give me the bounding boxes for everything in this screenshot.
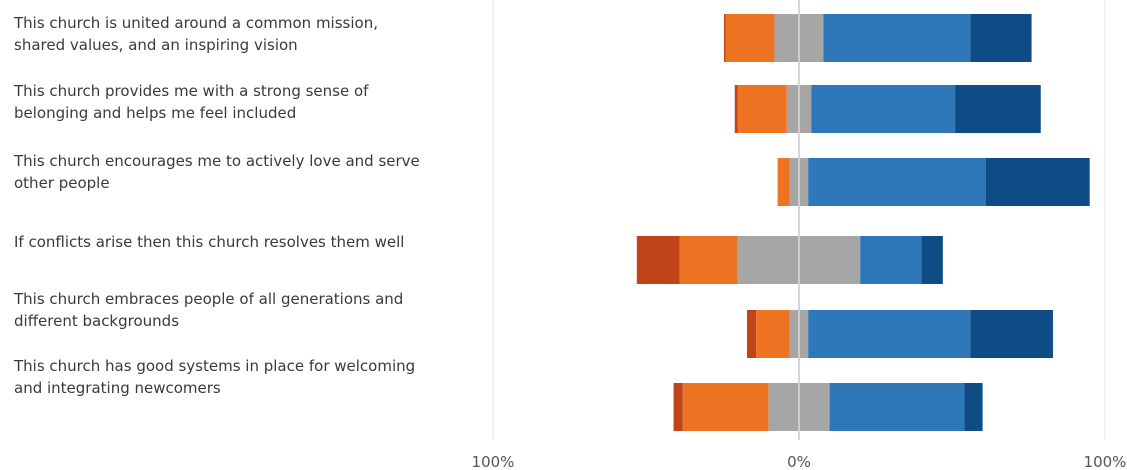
- bar-segment: [679, 236, 738, 284]
- bar-segment: [811, 85, 956, 133]
- bar-segment: [768, 383, 799, 431]
- bar-segment: [964, 383, 983, 431]
- category-label: This church embraces people of all gener…: [14, 290, 404, 330]
- bar-segment: [725, 14, 775, 62]
- bar-segment: [673, 383, 683, 431]
- bar-segment: [746, 310, 757, 358]
- category-label: If conflicts arise then this church reso…: [14, 233, 405, 251]
- bar-segment: [789, 310, 799, 358]
- x-tick-label: 100%: [472, 453, 515, 470]
- bar-segment: [808, 158, 986, 206]
- bar-segment: [789, 158, 799, 206]
- bar-segment: [774, 14, 799, 62]
- bar-segment: [799, 85, 812, 133]
- bar-segment: [734, 85, 738, 133]
- bar-segment: [823, 14, 971, 62]
- bar-segment: [829, 383, 965, 431]
- bar-segment: [955, 85, 1041, 133]
- bar-segment: [737, 85, 787, 133]
- bar-segment: [636, 236, 680, 284]
- bar-segment: [860, 236, 922, 284]
- category-label: This church provides me with a strong se…: [14, 82, 369, 122]
- category-label: This church has good systems in place fo…: [14, 357, 416, 397]
- bar-segment: [799, 383, 830, 431]
- bar-segment: [985, 158, 1090, 206]
- bar-segment: [799, 158, 809, 206]
- bar-segment: [799, 310, 809, 358]
- x-tick-label: 0%: [787, 453, 811, 470]
- bar-segment: [808, 310, 971, 358]
- bar-segment: [970, 14, 1032, 62]
- bar-segment: [786, 85, 799, 133]
- bar-segment: [970, 310, 1053, 358]
- bar-segment: [799, 236, 861, 284]
- bar-segment: [682, 383, 769, 431]
- category-label: This church is united around a common mi…: [14, 14, 378, 54]
- bar-segment: [921, 236, 943, 284]
- bar-segment: [777, 158, 790, 206]
- bar-segment: [737, 236, 799, 284]
- category-label: This church encourages me to actively lo…: [14, 152, 420, 192]
- bar-segment: [799, 14, 824, 62]
- x-tick-label: 100%: [1084, 453, 1127, 470]
- bar-segment: [756, 310, 790, 358]
- bar-segment: [724, 14, 726, 62]
